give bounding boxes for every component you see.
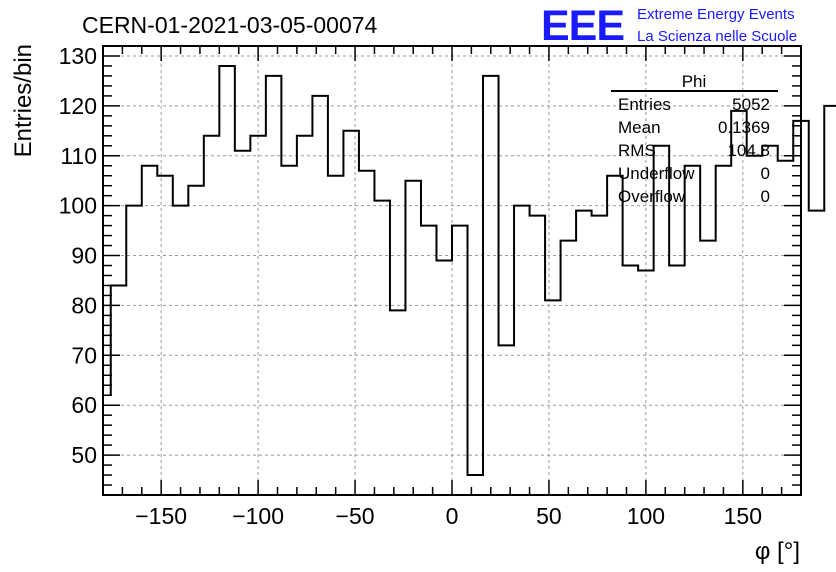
stats-value: 0.1369 xyxy=(718,118,770,137)
y-tick-label: 60 xyxy=(71,392,97,418)
x-axis-label: φ [°] xyxy=(755,538,800,565)
stats-label: Mean xyxy=(618,118,661,137)
stats-label: Overflow xyxy=(618,187,686,206)
y-axis-label: Entries/bin xyxy=(10,44,37,157)
stats-value: 5052 xyxy=(732,95,770,114)
axis-tick-labels: −150 −100 −50 0 50 100 150 50 60 70 80 90 100 110 120 1… xyxy=(59,43,762,529)
x-tick-label: 100 xyxy=(627,503,665,529)
eee-logo: EEE xyxy=(541,2,624,50)
stats-title: Phi xyxy=(682,72,707,91)
brand-line-1: Extreme Energy Events xyxy=(637,6,795,23)
y-tick-label: 110 xyxy=(60,143,97,169)
stats-value: 0 xyxy=(761,187,770,206)
x-tick-label: −150 xyxy=(135,503,187,529)
x-tick-label: 150 xyxy=(724,503,762,529)
axis-ticks xyxy=(103,45,801,495)
x-tick-label: −100 xyxy=(232,503,284,529)
y-tick-label: 100 xyxy=(59,193,97,219)
run-title: CERN-01-2021-03-05-00074 xyxy=(82,12,378,38)
x-tick-label: 50 xyxy=(536,503,562,529)
y-tick-label: 120 xyxy=(59,93,97,119)
grid-lines xyxy=(103,46,801,495)
stats-label: Entries xyxy=(618,95,671,114)
stats-label: Underflow xyxy=(618,164,695,183)
stats-value: 0 xyxy=(761,164,770,183)
stats-value: 104.8 xyxy=(727,141,770,160)
y-tick-label: 90 xyxy=(71,243,97,269)
brand-line-2: La Scienza nelle Scuole xyxy=(637,28,797,45)
x-tick-label: −50 xyxy=(336,503,375,529)
y-tick-label: 70 xyxy=(71,342,97,368)
stats-box: Phi Entries 5052 Mean 0.1369 RMS 104.8 U… xyxy=(611,72,778,206)
y-tick-label: 80 xyxy=(71,292,97,318)
y-tick-label: 50 xyxy=(71,442,97,468)
y-tick-label: 130 xyxy=(59,43,97,69)
histogram-series xyxy=(109,64,836,477)
stats-label: RMS xyxy=(618,141,656,160)
x-tick-label: 0 xyxy=(446,503,459,529)
